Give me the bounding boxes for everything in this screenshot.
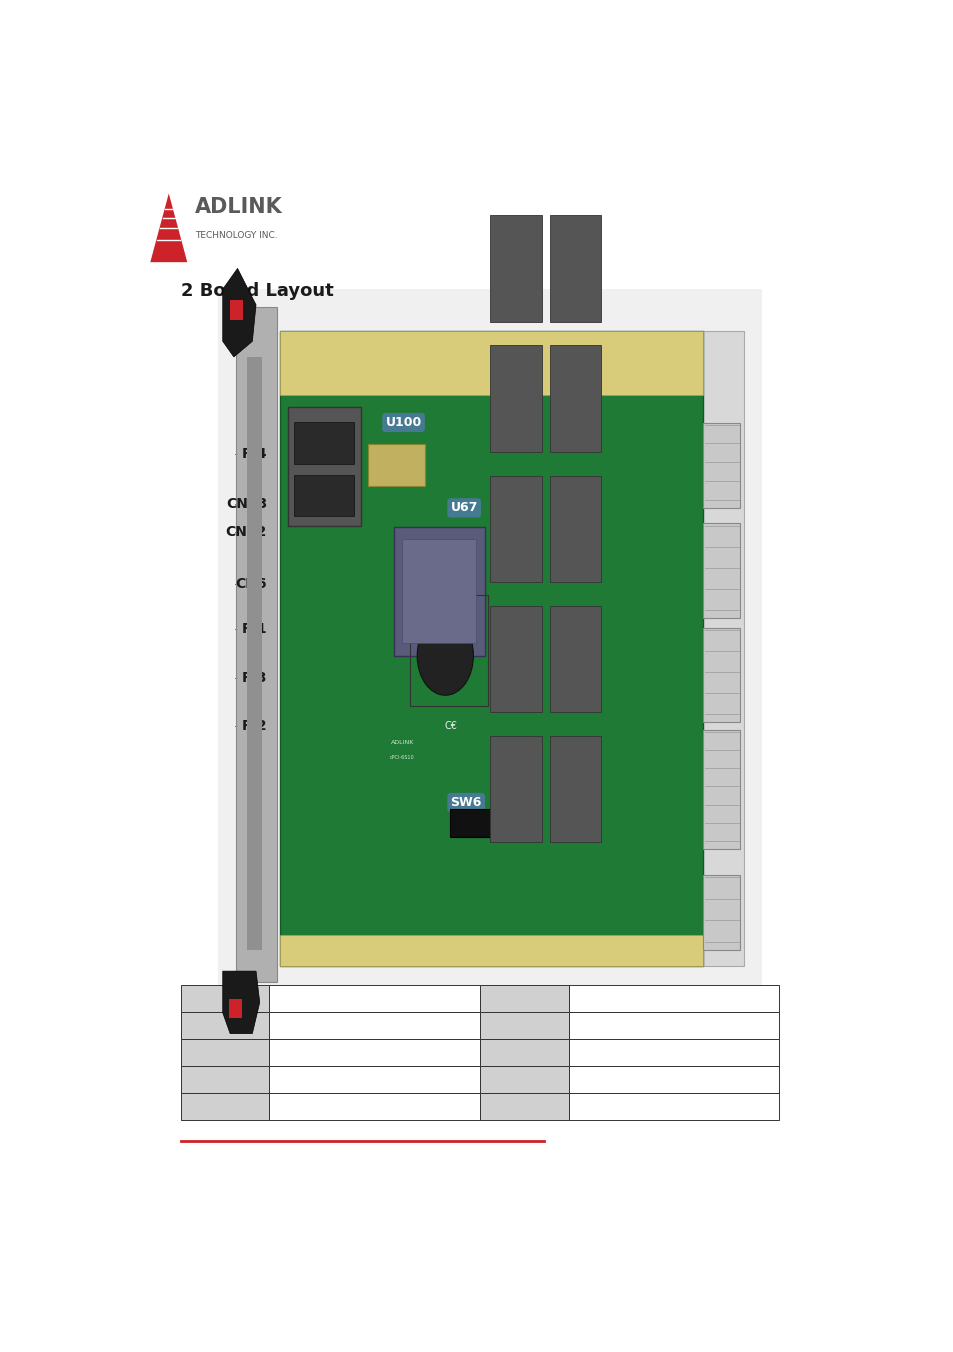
FancyBboxPatch shape [217,289,761,992]
FancyBboxPatch shape [568,1092,779,1119]
FancyBboxPatch shape [247,357,262,950]
FancyBboxPatch shape [479,1092,568,1119]
FancyBboxPatch shape [269,1011,479,1038]
Text: RJ2: RJ2 [241,719,267,734]
FancyBboxPatch shape [490,606,541,713]
FancyBboxPatch shape [568,1065,779,1092]
FancyBboxPatch shape [490,735,541,842]
Polygon shape [151,193,187,262]
Text: U66: U66 [450,619,477,631]
FancyBboxPatch shape [549,346,600,452]
FancyBboxPatch shape [549,215,600,322]
Polygon shape [222,269,255,357]
FancyBboxPatch shape [269,1092,479,1119]
FancyBboxPatch shape [180,984,269,1011]
Text: U100: U100 [385,416,421,429]
FancyBboxPatch shape [549,735,600,842]
FancyBboxPatch shape [280,331,702,965]
FancyBboxPatch shape [702,422,740,508]
FancyBboxPatch shape [702,523,740,618]
FancyBboxPatch shape [449,808,495,837]
FancyBboxPatch shape [702,331,743,965]
Polygon shape [222,971,259,1033]
Text: J1: J1 [719,899,734,914]
FancyBboxPatch shape [568,984,779,1011]
FancyBboxPatch shape [479,984,568,1011]
FancyBboxPatch shape [269,1065,479,1092]
FancyBboxPatch shape [402,539,476,644]
Text: J4: J4 [719,556,734,571]
FancyBboxPatch shape [235,307,276,982]
FancyBboxPatch shape [702,875,740,950]
FancyBboxPatch shape [269,1038,479,1065]
FancyBboxPatch shape [269,984,479,1011]
FancyBboxPatch shape [490,215,541,322]
FancyBboxPatch shape [280,331,702,395]
FancyBboxPatch shape [180,1065,269,1092]
Circle shape [416,617,473,695]
FancyBboxPatch shape [180,1092,269,1119]
FancyBboxPatch shape [394,527,485,656]
FancyBboxPatch shape [180,1038,269,1065]
Text: ADLINK: ADLINK [391,740,414,745]
Text: cPCI-6S10: cPCI-6S10 [390,756,415,760]
FancyBboxPatch shape [479,1065,568,1092]
FancyBboxPatch shape [229,999,242,1018]
FancyBboxPatch shape [549,476,600,581]
FancyBboxPatch shape [280,934,702,965]
Text: RJ3: RJ3 [241,671,267,684]
Text: J3: J3 [719,671,734,684]
FancyBboxPatch shape [490,346,541,452]
FancyBboxPatch shape [230,300,243,320]
FancyBboxPatch shape [479,1011,568,1038]
FancyBboxPatch shape [568,1038,779,1065]
Text: J2: J2 [719,786,734,799]
FancyBboxPatch shape [702,730,740,849]
FancyBboxPatch shape [368,445,425,485]
FancyBboxPatch shape [549,606,600,713]
Text: TECHNOLOGY INC.: TECHNOLOGY INC. [194,231,277,239]
Text: CN22: CN22 [226,525,267,539]
Text: CN6: CN6 [235,577,267,591]
Text: RJ1: RJ1 [241,622,267,635]
FancyBboxPatch shape [490,476,541,581]
FancyBboxPatch shape [568,1011,779,1038]
FancyBboxPatch shape [288,407,360,526]
FancyBboxPatch shape [294,475,354,516]
FancyBboxPatch shape [479,1038,568,1065]
Text: U67: U67 [450,502,477,514]
FancyBboxPatch shape [702,627,740,722]
Text: ADLINK: ADLINK [194,197,282,218]
FancyBboxPatch shape [180,1011,269,1038]
Text: CN23: CN23 [226,496,267,511]
FancyBboxPatch shape [294,422,354,464]
Text: 2 Board Layout: 2 Board Layout [180,283,333,300]
Text: RJ4: RJ4 [241,446,267,461]
Text: J5: J5 [719,446,734,461]
Text: C€: C€ [443,722,456,731]
Text: SW6: SW6 [450,796,481,808]
